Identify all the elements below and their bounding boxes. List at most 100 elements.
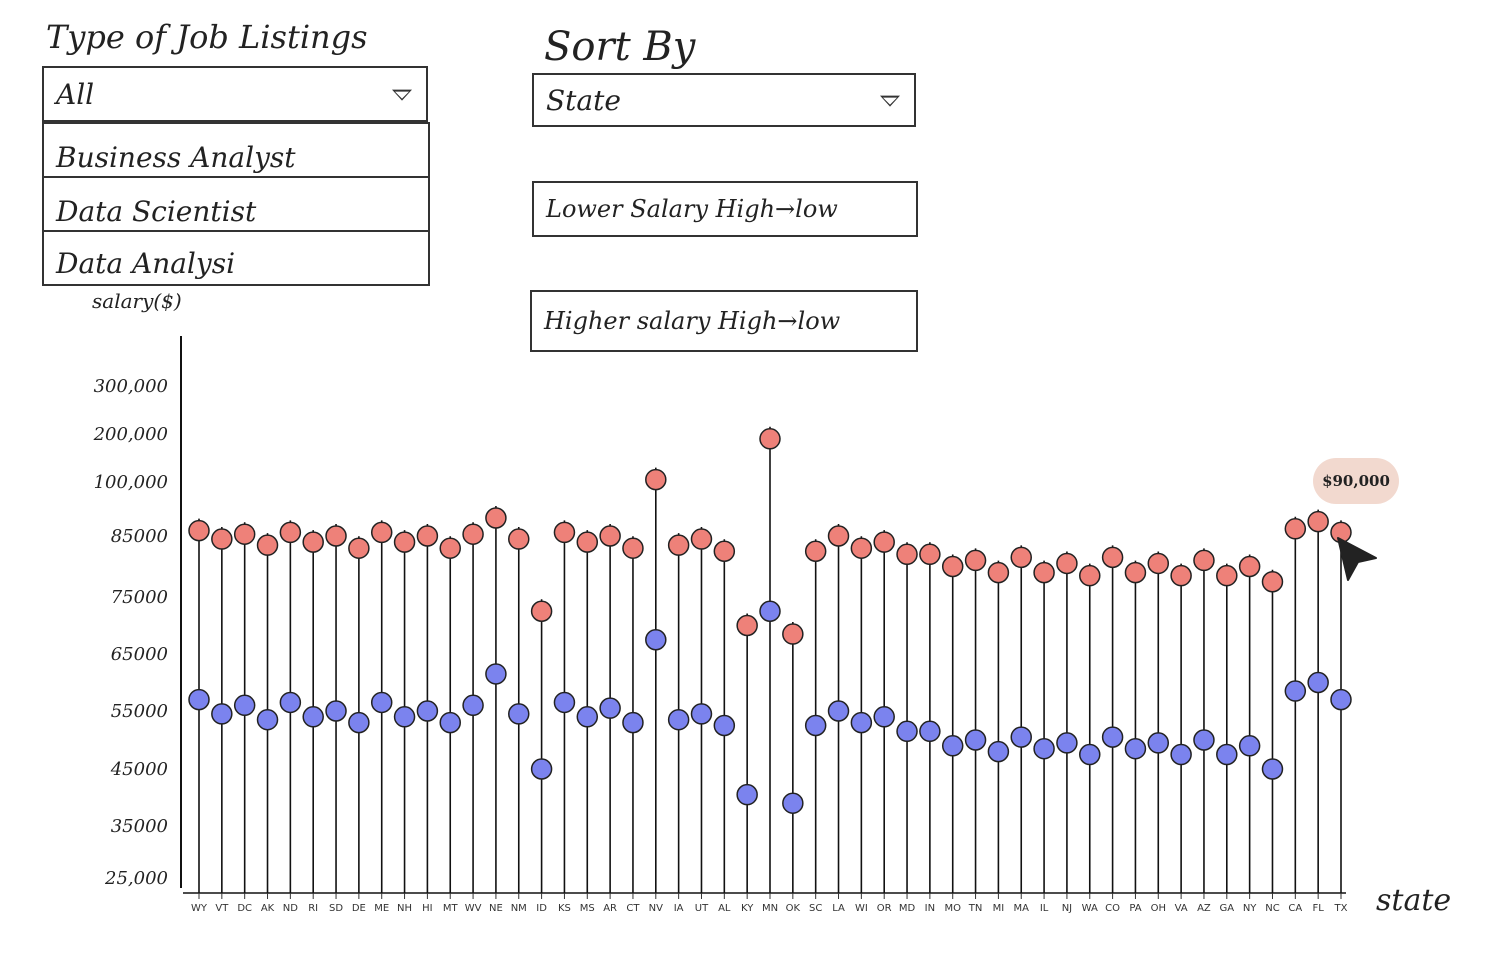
lower-salary-point[interactable] bbox=[1010, 726, 1032, 748]
lower-salary-point[interactable] bbox=[279, 691, 302, 714]
job-type-select[interactable]: All bbox=[42, 66, 428, 122]
upper-salary-point[interactable] bbox=[1216, 564, 1238, 587]
lower-salary-point[interactable] bbox=[667, 708, 690, 731]
lower-salary-point[interactable] bbox=[896, 720, 918, 743]
upper-salary-point[interactable] bbox=[416, 525, 439, 547]
lower-salary-point[interactable] bbox=[1056, 732, 1078, 754]
lower-salary-point[interactable] bbox=[325, 700, 347, 722]
upper-salary-point[interactable] bbox=[1193, 549, 1215, 572]
lower-salary-point[interactable] bbox=[211, 703, 233, 725]
upper-salary-point[interactable] bbox=[690, 528, 713, 550]
lower-salary-point[interactable] bbox=[1033, 737, 1055, 760]
upper-salary-point[interactable] bbox=[530, 600, 553, 622]
upper-salary-point[interactable] bbox=[919, 543, 941, 566]
upper-salary-point[interactable] bbox=[804, 540, 827, 562]
lower-salary-point[interactable] bbox=[599, 697, 621, 719]
upper-salary-point[interactable] bbox=[1307, 510, 1329, 533]
lower-salary-point[interactable] bbox=[1216, 743, 1238, 766]
lower-salary-point[interactable] bbox=[1079, 743, 1101, 766]
job-type-option[interactable]: Data Analysi bbox=[42, 230, 430, 286]
upper-salary-point[interactable] bbox=[370, 521, 393, 544]
lower-salary-point[interactable] bbox=[873, 706, 895, 728]
job-type-option[interactable]: Business Analyst bbox=[42, 122, 430, 178]
upper-salary-point[interactable] bbox=[622, 537, 644, 559]
lower-salary-point[interactable] bbox=[1284, 680, 1307, 702]
sort-higher-salary-button[interactable]: Higher salary High→low bbox=[530, 290, 918, 352]
lower-salary-point[interactable] bbox=[736, 783, 758, 806]
upper-salary-point[interactable] bbox=[1147, 552, 1170, 575]
upper-salary-point[interactable] bbox=[759, 428, 781, 450]
lower-salary-point[interactable] bbox=[553, 691, 576, 714]
upper-salary-point[interactable] bbox=[462, 523, 484, 545]
upper-salary-point[interactable] bbox=[279, 521, 302, 544]
upper-salary-point[interactable] bbox=[211, 528, 233, 550]
lower-salary-point[interactable] bbox=[850, 711, 873, 734]
lower-salary-point[interactable] bbox=[827, 700, 850, 722]
lower-salary-point[interactable] bbox=[1307, 671, 1329, 694]
upper-salary-point[interactable] bbox=[1056, 552, 1078, 575]
lower-salary-point[interactable] bbox=[233, 694, 256, 717]
lower-salary-point[interactable] bbox=[941, 735, 964, 757]
upper-salary-point[interactable] bbox=[233, 523, 256, 545]
lower-salary-point[interactable] bbox=[713, 714, 736, 737]
lower-salary-point[interactable] bbox=[302, 706, 324, 728]
lower-salary-point[interactable] bbox=[508, 703, 530, 725]
lower-salary-point[interactable] bbox=[1147, 732, 1170, 754]
upper-salary-point[interactable] bbox=[1079, 564, 1101, 587]
lower-salary-point[interactable] bbox=[919, 720, 941, 743]
upper-salary-point[interactable] bbox=[1033, 561, 1055, 584]
lower-salary-point[interactable] bbox=[348, 711, 370, 734]
lower-salary-point[interactable] bbox=[256, 708, 279, 731]
upper-salary-point[interactable] bbox=[1170, 564, 1192, 587]
upper-salary-point[interactable] bbox=[850, 537, 873, 559]
lower-salary-point[interactable] bbox=[1193, 729, 1215, 751]
upper-salary-point[interactable] bbox=[964, 549, 987, 572]
upper-salary-point[interactable] bbox=[782, 623, 804, 645]
upper-salary-point[interactable] bbox=[1124, 561, 1147, 584]
upper-salary-point[interactable] bbox=[188, 519, 210, 542]
upper-salary-point[interactable] bbox=[1284, 518, 1307, 540]
upper-salary-point[interactable] bbox=[941, 555, 964, 578]
lower-salary-point[interactable] bbox=[964, 729, 987, 751]
lower-salary-point[interactable] bbox=[1261, 758, 1284, 780]
lower-salary-point[interactable] bbox=[645, 629, 667, 651]
lower-salary-point[interactable] bbox=[690, 703, 713, 725]
sort-select[interactable]: State bbox=[532, 73, 916, 127]
lower-salary-point[interactable] bbox=[1101, 726, 1124, 748]
lower-salary-point[interactable] bbox=[370, 691, 393, 714]
upper-salary-point[interactable] bbox=[713, 540, 736, 562]
lower-salary-point[interactable] bbox=[485, 663, 507, 685]
upper-salary-point[interactable] bbox=[439, 537, 461, 559]
lower-salary-point[interactable] bbox=[1330, 688, 1352, 711]
upper-salary-point[interactable] bbox=[302, 531, 324, 553]
lower-salary-point[interactable] bbox=[987, 740, 1010, 763]
lower-salary-point[interactable] bbox=[1124, 737, 1147, 760]
upper-salary-point[interactable] bbox=[325, 525, 347, 547]
lower-salary-point[interactable] bbox=[439, 711, 461, 734]
lower-salary-point[interactable] bbox=[462, 694, 484, 717]
upper-salary-point[interactable] bbox=[1261, 571, 1284, 593]
lower-salary-point[interactable] bbox=[416, 700, 439, 722]
upper-salary-point[interactable] bbox=[736, 614, 758, 637]
upper-salary-point[interactable] bbox=[599, 525, 621, 547]
upper-salary-point[interactable] bbox=[256, 534, 279, 556]
lower-salary-point[interactable] bbox=[1238, 735, 1261, 757]
lower-salary-point[interactable] bbox=[759, 600, 781, 622]
lower-salary-point[interactable] bbox=[530, 758, 553, 780]
upper-salary-point[interactable] bbox=[896, 543, 918, 566]
upper-salary-point[interactable] bbox=[508, 528, 530, 550]
upper-salary-point[interactable] bbox=[348, 537, 370, 559]
chevron-down-icon[interactable] bbox=[392, 89, 412, 101]
chevron-down-icon[interactable] bbox=[880, 95, 900, 107]
lower-salary-point[interactable] bbox=[188, 688, 210, 711]
upper-salary-point[interactable] bbox=[987, 561, 1010, 584]
upper-salary-point[interactable] bbox=[1101, 546, 1124, 569]
upper-salary-point[interactable] bbox=[485, 507, 507, 529]
upper-salary-point[interactable] bbox=[827, 525, 850, 547]
upper-salary-point[interactable] bbox=[645, 468, 667, 491]
lower-salary-point[interactable] bbox=[782, 792, 804, 814]
upper-salary-point[interactable] bbox=[1010, 546, 1032, 569]
lower-salary-point[interactable] bbox=[622, 711, 644, 734]
lower-salary-point[interactable] bbox=[804, 714, 827, 737]
lower-salary-point[interactable] bbox=[1170, 743, 1192, 766]
